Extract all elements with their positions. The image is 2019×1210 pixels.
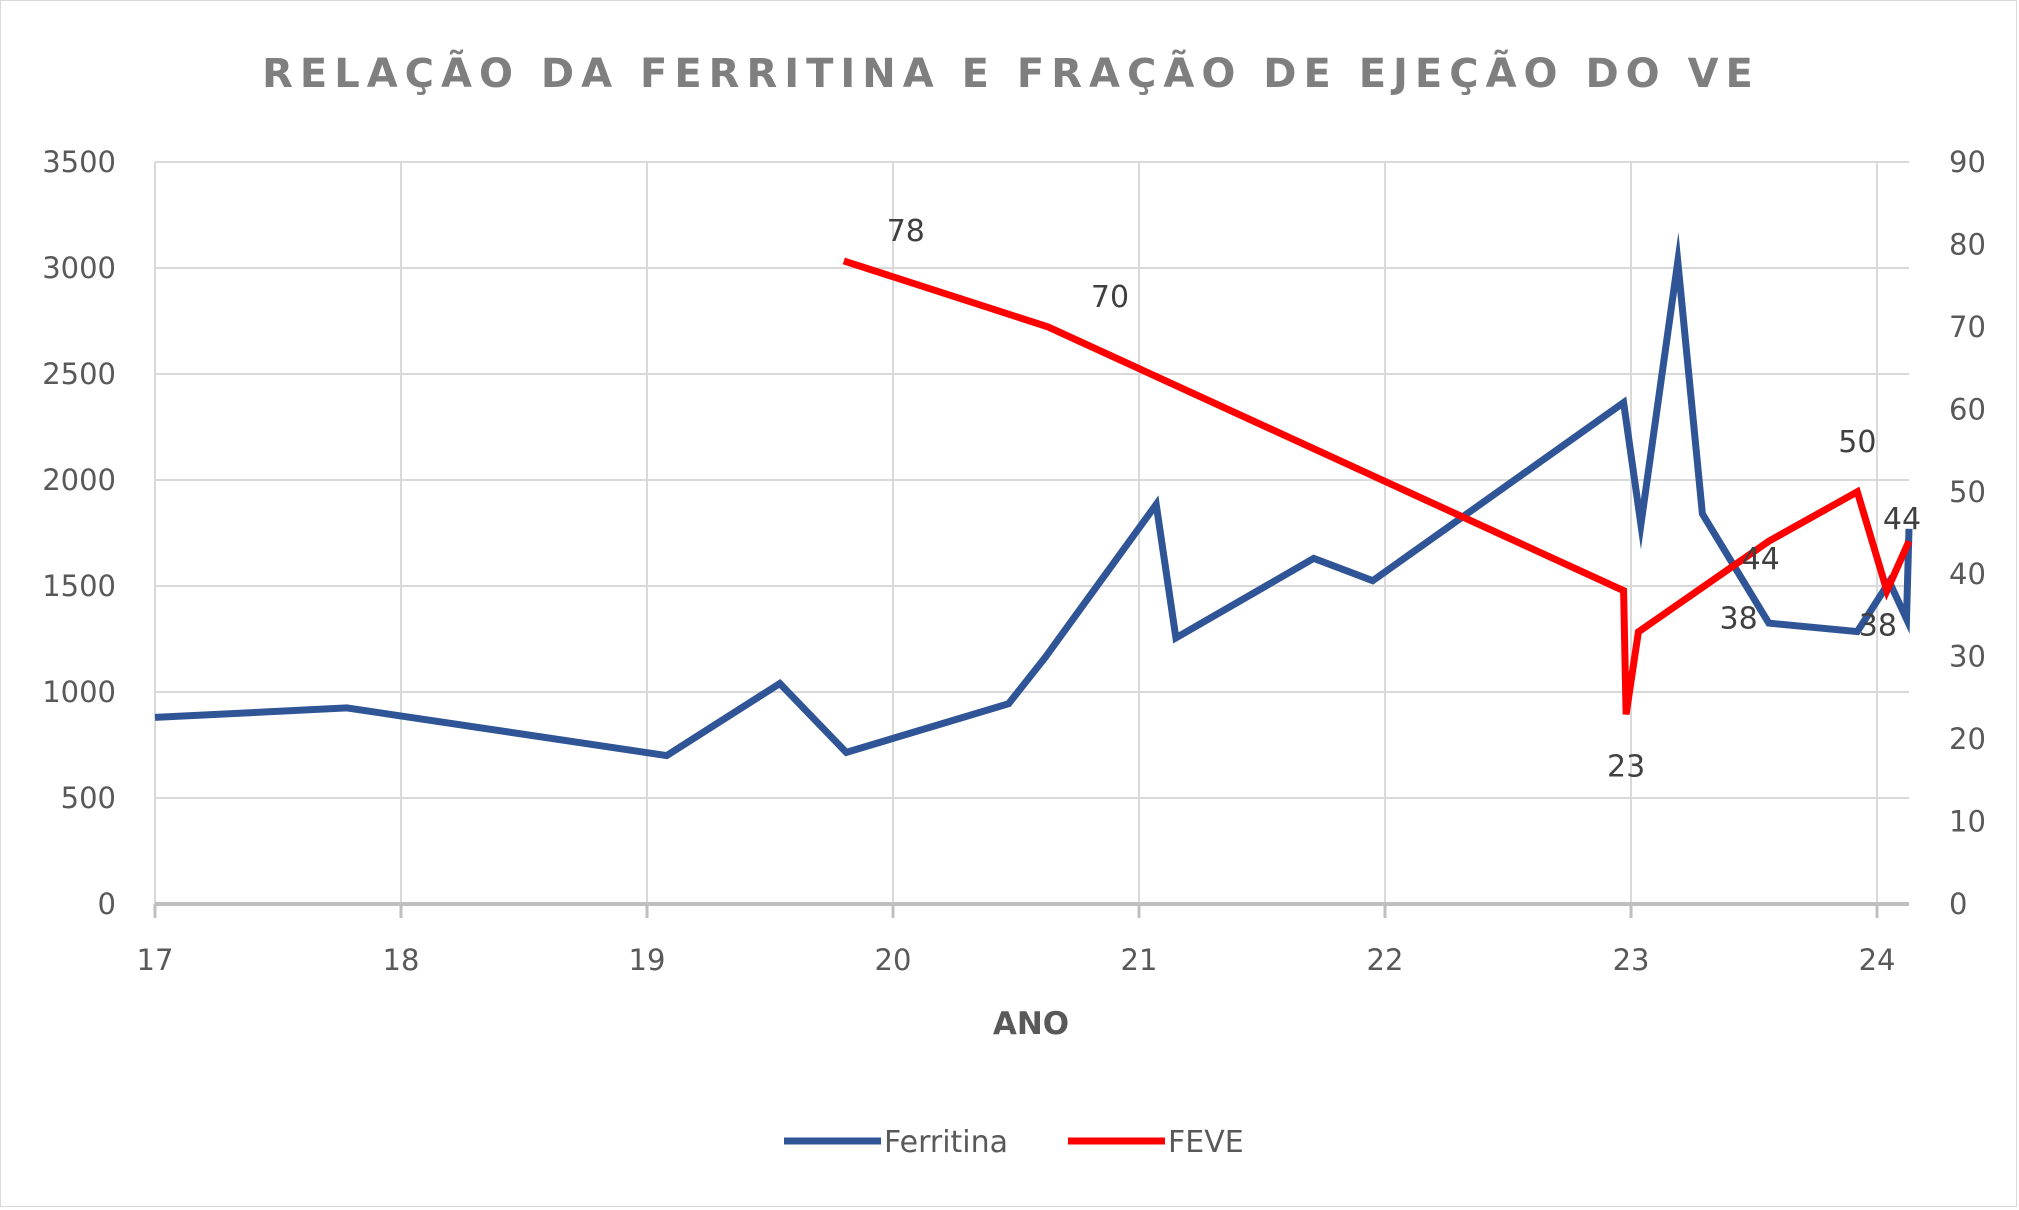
data-labels: 78 70 38 23 44 50 38 44 [887,214,1921,784]
series-layer [154,231,1913,760]
x-tick-label: 23 [1613,943,1650,977]
gridlines [154,161,1909,904]
legend: Ferritina FEVE [784,1125,1244,1160]
data-label: 44 [1883,502,1921,537]
x-tick-label: 24 [1859,943,1896,977]
y2-tick-label: 50 [1949,475,1986,509]
chart-title: RELAÇÃO DA FERRITINA E FRAÇÃO DE EJEÇÃO … [262,48,1760,97]
legend-label-feve: FEVE [1168,1125,1244,1160]
x-tick-label: 18 [383,943,420,977]
data-label: 23 [1607,749,1645,784]
data-label: 38 [1720,602,1758,637]
y2-tick-label: 30 [1949,640,1986,674]
x-tick-label: 17 [137,943,174,977]
y2-tick-label: 20 [1949,722,1986,756]
x-axis-title: ANO [993,1006,1069,1042]
series-line-feve [842,257,1913,715]
y-tick-label: 500 [61,781,116,815]
x-tick-label: 21 [1121,943,1158,977]
y2-tick-label: 10 [1949,805,1986,839]
y2-tick-label: 70 [1949,310,1986,344]
data-label: 44 [1742,542,1780,577]
x-tick-label: 22 [1367,943,1404,977]
y2-tick-label: 40 [1949,557,1986,591]
data-label: 38 [1859,609,1897,644]
data-label: 50 [1838,425,1876,460]
y2-tick-label: 0 [1949,887,1967,921]
y-tick-label: 1000 [42,675,116,709]
x-tick-label: 19 [629,943,666,977]
y2-tick-label: 60 [1949,392,1986,426]
data-label: 78 [887,214,925,249]
y-tick-label: 0 [98,887,116,921]
y-tick-label: 3000 [42,251,116,285]
series-line-ferritina [154,231,1913,760]
y-tick-label: 2000 [42,463,116,497]
y2-tick-label: 80 [1949,227,1986,261]
y-tick-label: 1500 [42,569,116,603]
legend-label-ferritina: Ferritina [884,1125,1008,1160]
y-tick-label: 2500 [42,357,116,391]
x-tick-label: 20 [875,943,912,977]
y2-tick-label: 90 [1949,145,1986,179]
data-label: 70 [1091,280,1129,315]
y-tick-label: 3500 [42,145,116,179]
